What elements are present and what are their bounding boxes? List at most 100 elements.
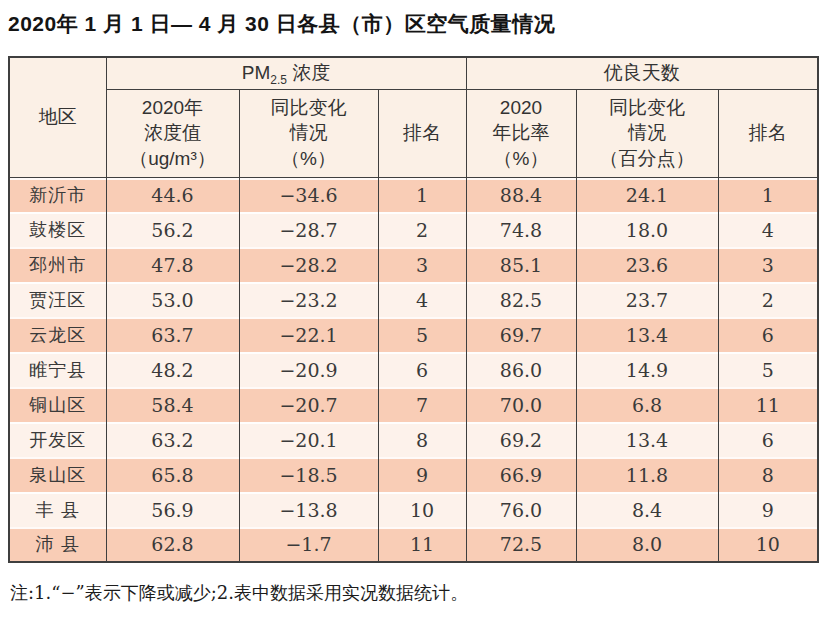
- pm-change-cell: −1.7: [239, 527, 378, 562]
- region-cell: 开发区: [9, 422, 106, 457]
- good-change-cell: 23.7: [576, 282, 718, 317]
- pm25-label-prefix: PM: [242, 62, 271, 83]
- pm-value-cell: 62.8: [106, 527, 239, 562]
- region-cell: 云龙区: [9, 317, 106, 352]
- pm-change-cell: −34.6: [239, 177, 378, 212]
- good-ratio-cell: 74.8: [466, 212, 576, 247]
- good-change-cell: 13.4: [576, 317, 718, 352]
- pm-rank-cell: 5: [378, 317, 466, 352]
- good-ratio-cell: 82.5: [466, 282, 576, 317]
- header-group-pm25: PM2.5 浓度: [106, 57, 466, 89]
- good-ratio-cell: 85.1: [466, 247, 576, 282]
- good-rank-cell: 8: [718, 457, 818, 492]
- table-row: 鼓楼区56.2−28.7274.818.04: [9, 212, 818, 247]
- header-pm-change: 同比变化 情况 （%）: [239, 89, 378, 177]
- header-sub-row: 2020年 浓度值 （ug/m³） 同比变化 情况 （%） 排名 2020 年比…: [9, 89, 818, 177]
- table-body: 新沂市44.6−34.6188.424.11鼓楼区56.2−28.7274.81…: [9, 177, 818, 562]
- good-rank-cell: 6: [718, 317, 818, 352]
- good-rank-cell: 2: [718, 282, 818, 317]
- pm-value-cell: 56.2: [106, 212, 239, 247]
- table-header: 地区 PM2.5 浓度 优良天数 2020年 浓度值 （ug/m³） 同比变化 …: [9, 57, 818, 177]
- table-row: 铜山区58.4−20.7770.06.811: [9, 387, 818, 422]
- pm-rank-cell: 4: [378, 282, 466, 317]
- header-group-good-days: 优良天数: [466, 57, 818, 89]
- good-change-cell: 8.0: [576, 527, 718, 562]
- pm-rank-cell: 9: [378, 457, 466, 492]
- pm-value-cell: 63.7: [106, 317, 239, 352]
- pm25-label-subscript: 2.5: [270, 73, 287, 87]
- pm-rank-cell: 10: [378, 492, 466, 527]
- pm-value-cell: 65.8: [106, 457, 239, 492]
- pm-value-cell: 56.9: [106, 492, 239, 527]
- good-ratio-cell: 76.0: [466, 492, 576, 527]
- header-pm-rank: 排名: [378, 89, 466, 177]
- region-cell: 贾汪区: [9, 282, 106, 317]
- table-row: 开发区63.2−20.1869.213.46: [9, 422, 818, 457]
- table-row: 丰 县56.9−13.81076.08.49: [9, 492, 818, 527]
- page-title: 2020年 1 月 1 日— 4 月 30 日各县（市）区空气质量情况: [8, 10, 817, 38]
- pm-value-cell: 63.2: [106, 422, 239, 457]
- pm-value-cell: 53.0: [106, 282, 239, 317]
- table-row: 泉山区65.8−18.5966.911.88: [9, 457, 818, 492]
- pm25-label-suffix: 浓度: [287, 62, 330, 83]
- good-change-cell: 24.1: [576, 177, 718, 212]
- pm-value-cell: 44.6: [106, 177, 239, 212]
- header-good-change: 同比变化 情况 （百分点）: [576, 89, 718, 177]
- good-rank-cell: 6: [718, 422, 818, 457]
- good-rank-cell: 9: [718, 492, 818, 527]
- region-cell: 丰 县: [9, 492, 106, 527]
- table-row: 邳州市47.8−28.2385.123.63: [9, 247, 818, 282]
- good-change-cell: 14.9: [576, 352, 718, 387]
- footnote: 注:1.“−”表示下降或减少;2.表中数据采用实况数据统计。: [10, 581, 817, 605]
- header-region: 地区: [9, 57, 106, 177]
- table-row: 沛 县62.8−1.71172.58.010: [9, 527, 818, 562]
- table-row: 贾汪区53.0−23.2482.523.72: [9, 282, 818, 317]
- good-rank-cell: 1: [718, 177, 818, 212]
- pm-rank-cell: 2: [378, 212, 466, 247]
- good-ratio-cell: 88.4: [466, 177, 576, 212]
- good-change-cell: 18.0: [576, 212, 718, 247]
- header-good-ratio: 2020 年比率 （%）: [466, 89, 576, 177]
- region-cell: 鼓楼区: [9, 212, 106, 247]
- region-cell: 邳州市: [9, 247, 106, 282]
- good-ratio-cell: 70.0: [466, 387, 576, 422]
- table-row: 新沂市44.6−34.6188.424.11: [9, 177, 818, 212]
- region-cell: 泉山区: [9, 457, 106, 492]
- good-change-cell: 8.4: [576, 492, 718, 527]
- good-change-cell: 23.6: [576, 247, 718, 282]
- air-quality-table: 地区 PM2.5 浓度 优良天数 2020年 浓度值 （ug/m³） 同比变化 …: [8, 56, 819, 563]
- pm-change-cell: −20.7: [239, 387, 378, 422]
- good-change-cell: 6.8: [576, 387, 718, 422]
- good-change-cell: 13.4: [576, 422, 718, 457]
- good-rank-cell: 11: [718, 387, 818, 422]
- region-cell: 铜山区: [9, 387, 106, 422]
- good-rank-cell: 3: [718, 247, 818, 282]
- pm-change-cell: −28.2: [239, 247, 378, 282]
- good-ratio-cell: 72.5: [466, 527, 576, 562]
- pm-change-cell: −20.1: [239, 422, 378, 457]
- header-group-row: 地区 PM2.5 浓度 优良天数: [9, 57, 818, 89]
- region-cell: 睢宁县: [9, 352, 106, 387]
- pm-rank-cell: 1: [378, 177, 466, 212]
- pm-rank-cell: 8: [378, 422, 466, 457]
- good-rank-cell: 5: [718, 352, 818, 387]
- region-cell: 新沂市: [9, 177, 106, 212]
- good-ratio-cell: 86.0: [466, 352, 576, 387]
- pm-rank-cell: 7: [378, 387, 466, 422]
- article-page: 2020年 1 月 1 日— 4 月 30 日各县（市）区空气质量情况 地区 P…: [0, 0, 825, 613]
- table-row: 云龙区63.7−22.1569.713.46: [9, 317, 818, 352]
- pm-value-cell: 58.4: [106, 387, 239, 422]
- header-pm-value: 2020年 浓度值 （ug/m³）: [106, 89, 239, 177]
- pm-change-cell: −13.8: [239, 492, 378, 527]
- pm-value-cell: 47.8: [106, 247, 239, 282]
- good-ratio-cell: 66.9: [466, 457, 576, 492]
- pm-rank-cell: 3: [378, 247, 466, 282]
- pm-change-cell: −23.2: [239, 282, 378, 317]
- table-row: 睢宁县48.2−20.9686.014.95: [9, 352, 818, 387]
- pm-change-cell: −18.5: [239, 457, 378, 492]
- good-change-cell: 11.8: [576, 457, 718, 492]
- pm-change-cell: −22.1: [239, 317, 378, 352]
- good-rank-cell: 10: [718, 527, 818, 562]
- pm-rank-cell: 6: [378, 352, 466, 387]
- pm-rank-cell: 11: [378, 527, 466, 562]
